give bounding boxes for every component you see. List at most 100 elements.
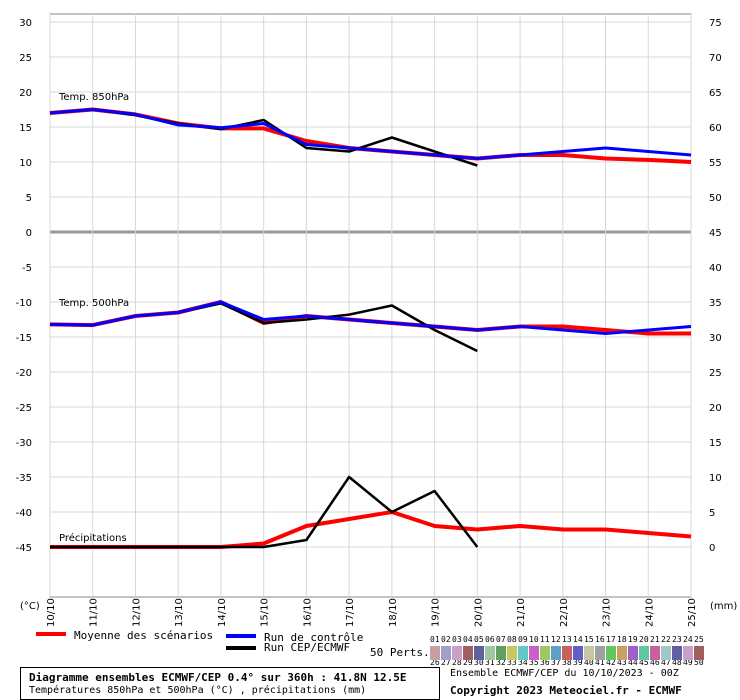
right-tick-label: 30 bbox=[709, 333, 722, 344]
pert-number: 06 bbox=[485, 635, 495, 644]
pert-swatch bbox=[540, 653, 550, 660]
pert-number: 38 bbox=[562, 658, 572, 667]
pert-swatch bbox=[617, 646, 627, 653]
pert-number: 18 bbox=[617, 635, 627, 644]
left-axis-unit: (°C) bbox=[20, 601, 40, 612]
pert-number: 17 bbox=[606, 635, 616, 644]
left-tick-label: 20 bbox=[19, 88, 32, 99]
pert-number: 19 bbox=[628, 635, 638, 644]
right-tick-label: 60 bbox=[709, 123, 722, 134]
left-tick-label: -15 bbox=[16, 333, 32, 344]
pert-number: 48 bbox=[672, 658, 682, 667]
pert-swatch bbox=[606, 646, 616, 653]
pert-number: 46 bbox=[650, 658, 660, 667]
x-tick-label: 16/10 bbox=[302, 598, 313, 627]
right-tick-label: 20 bbox=[709, 403, 722, 414]
pert-number: 07 bbox=[496, 635, 506, 644]
right-tick-label: 25 bbox=[709, 368, 722, 379]
pert-swatch bbox=[617, 653, 627, 660]
x-tick-label: 13/10 bbox=[174, 598, 185, 627]
pert-swatch bbox=[595, 646, 605, 653]
pert-swatch bbox=[584, 646, 594, 653]
left-tick-label: 5 bbox=[26, 193, 32, 204]
pert-number: 25 bbox=[694, 635, 704, 644]
pert-number: 03 bbox=[452, 635, 462, 644]
pert-number: 39 bbox=[573, 658, 583, 667]
left-tick-label: 0 bbox=[26, 228, 32, 239]
pert-swatch bbox=[650, 646, 660, 653]
perturbation-legend: 01 02 03 04 05 06 07 08 09 10 11 12 13 14 15 16 17 18 19 20… bbox=[430, 635, 705, 667]
pert-number: 36 bbox=[540, 658, 550, 667]
legend-perts-label: 50 Perts. bbox=[370, 646, 430, 659]
pert-swatch bbox=[672, 646, 682, 653]
pert-swatch bbox=[551, 653, 561, 660]
run-info: Ensemble ECMWF/CEP du 10/10/2023 - 00Z bbox=[450, 668, 679, 679]
x-tick-label: 20/10 bbox=[473, 598, 484, 627]
pert-number: 50 bbox=[694, 658, 704, 667]
x-tick-label: 23/10 bbox=[602, 598, 613, 627]
x-tick-label: 19/10 bbox=[431, 598, 442, 627]
pert-swatch bbox=[683, 653, 693, 660]
legend-mean-swatch bbox=[36, 632, 66, 636]
x-tick-label: 25/10 bbox=[687, 598, 698, 627]
panel-label-t500: Temp. 500hPa bbox=[58, 298, 129, 309]
pert-swatch bbox=[485, 653, 495, 660]
pert-swatch bbox=[650, 653, 660, 660]
pert-number: 02 bbox=[441, 635, 451, 644]
pert-swatch bbox=[430, 653, 440, 660]
pert-number: 47 bbox=[661, 658, 671, 667]
x-tick-label: 18/10 bbox=[388, 598, 399, 627]
left-tick-label: -40 bbox=[16, 508, 32, 519]
footer-title: Diagramme ensembles ECMWF/CEP 0.4° sur 3… bbox=[29, 671, 407, 684]
pert-number: 41 bbox=[595, 658, 605, 667]
pert-number: 13 bbox=[562, 635, 572, 644]
pert-swatch bbox=[639, 653, 649, 660]
series-line bbox=[49, 300, 692, 335]
pert-swatch bbox=[496, 646, 506, 653]
right-tick-label: 55 bbox=[709, 158, 722, 169]
pert-number: 09 bbox=[518, 635, 528, 644]
left-tick-label: 10 bbox=[19, 158, 32, 169]
pert-swatch bbox=[507, 646, 517, 653]
left-tick-label: -20 bbox=[16, 368, 32, 379]
pert-swatch bbox=[518, 653, 528, 660]
left-tick-label: -30 bbox=[16, 438, 32, 449]
pert-swatch bbox=[694, 646, 704, 653]
right-tick-label: 65 bbox=[709, 88, 722, 99]
left-tick-label: 30 bbox=[19, 18, 32, 29]
footer-box: Diagramme ensembles ECMWF/CEP 0.4° sur 3… bbox=[20, 667, 440, 700]
legend-control-label: Run de contrôle bbox=[264, 631, 364, 644]
pert-number: 43 bbox=[617, 658, 627, 667]
pert-swatch bbox=[518, 646, 528, 653]
right-tick-label: 15 bbox=[709, 438, 722, 449]
pert-number: 28 bbox=[452, 658, 462, 667]
left-tick-label: -10 bbox=[16, 298, 32, 309]
pert-swatch bbox=[562, 646, 572, 653]
pert-swatch bbox=[683, 646, 693, 653]
pert-number: 01 bbox=[430, 635, 440, 644]
pert-number: 30 bbox=[474, 658, 484, 667]
left-tick-label: -5 bbox=[22, 263, 32, 274]
x-tick-label: 12/10 bbox=[131, 598, 142, 627]
right-tick-label: 70 bbox=[709, 53, 722, 64]
right-axis-unit: (mm) bbox=[710, 601, 737, 612]
pert-swatch bbox=[529, 646, 539, 653]
pert-swatch bbox=[639, 646, 649, 653]
pert-swatch bbox=[474, 653, 484, 660]
pert-swatch bbox=[562, 653, 572, 660]
right-tick-label: 0 bbox=[709, 543, 715, 554]
x-tick-label: 17/10 bbox=[345, 598, 356, 627]
pert-number: 05 bbox=[474, 635, 484, 644]
pert-swatch bbox=[441, 653, 451, 660]
pert-number: 11 bbox=[540, 635, 550, 644]
pert-number: 31 bbox=[485, 658, 495, 667]
pert-number: 32 bbox=[496, 658, 506, 667]
pert-swatch bbox=[551, 646, 561, 653]
pert-number: 40 bbox=[584, 658, 594, 667]
pert-number: 12 bbox=[551, 635, 561, 644]
pert-swatch bbox=[463, 646, 473, 653]
pert-number: 21 bbox=[650, 635, 660, 644]
pert-number: 27 bbox=[441, 658, 451, 667]
